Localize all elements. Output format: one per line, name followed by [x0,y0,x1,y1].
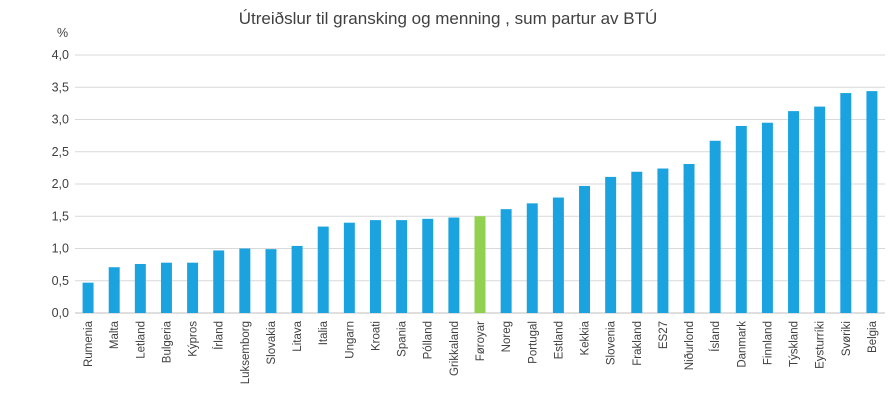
bar [213,250,225,313]
bar [605,176,617,313]
x-category-label: Spania [397,320,409,356]
y-axis-ticks: 0,0 0,5 1,0 1,5 2,0 2,5 3,0 3,5 4,0 [52,48,69,320]
x-category-label: Letland [135,321,147,359]
x-category-label: Litava [292,320,304,351]
bar [735,125,747,313]
bar [866,91,878,314]
x-category-label: Bulgeria [161,320,173,363]
x-category-label: Noreg [501,321,513,352]
x-category-label: Niðurlond [684,321,696,370]
x-category-label: Slovakia [266,320,278,364]
y-tick-label: 1,0 [52,242,69,256]
bar [108,267,120,313]
x-category-label: Portugal [527,321,539,364]
x-category-label: Írland [213,321,226,350]
bar [579,185,591,313]
bar [369,220,381,313]
bar [396,220,408,313]
x-category-label: Kekkia [580,320,592,355]
y-tick-label: 1,5 [52,209,69,223]
x-category-label: Eysturríki [815,321,827,369]
x-category-label: Finnland [762,321,774,365]
x-category-label: Malta [109,320,121,349]
bar [317,226,329,313]
bar [474,216,486,313]
x-category-label: Slovenia [606,320,618,365]
x-category-label: Ísland [709,321,722,352]
bar [631,171,643,313]
x-axis-category-labels: Rumenia Malta Letland Bulgeria Kýpros Írland L… [83,320,879,384]
x-category-label: Týskland [789,321,801,367]
x-category-label: Estland [553,321,565,359]
bar [761,122,773,313]
bar [160,262,172,313]
bar [683,164,695,313]
y-tick-label: 3,5 [52,80,69,94]
chart-title: Útreiðslur til gransking og menning , su… [239,9,658,28]
x-category-label: Grikkaland [449,321,461,376]
y-tick-label: 2,0 [52,177,69,191]
x-category-label: Rumenia [83,320,95,367]
x-category-label: Luksemborg [240,321,252,384]
bar [448,217,460,313]
y-axis-unit-label: % [57,26,68,40]
x-category-label: Pólland [423,321,435,359]
bar [422,218,434,313]
y-tick-label: 0,5 [52,274,69,288]
x-category-label: Kýpros [188,321,200,357]
x-category-label: Føroyar [475,321,487,361]
bar [82,282,94,313]
bar [788,111,800,314]
x-category-label: Svøriki [841,321,853,356]
y-tick-label: 4,0 [52,48,69,62]
bar [291,245,303,313]
bar [134,263,146,313]
bar [187,262,199,313]
bar [814,106,826,313]
bar [343,222,355,313]
bar [840,93,852,314]
x-category-label: Italia [318,320,330,345]
y-tick-label: 3,0 [52,113,69,127]
bar [552,197,564,313]
bar [657,168,669,313]
bar [239,248,251,313]
y-tick-label: 2,5 [52,145,69,159]
x-category-label: Kroati [370,321,382,351]
y-tick-label: 0,0 [52,306,69,320]
bar [709,140,721,313]
bar [500,209,512,313]
x-category-label: Danmark [736,321,748,368]
bars [82,91,878,314]
gridlines [75,54,885,314]
x-category-label: Belgia [867,320,879,353]
bar [265,249,277,313]
x-category-label: Ungarn [344,321,356,359]
bar [526,203,538,313]
x-category-label: ES27 [658,321,670,349]
x-category-label: Frakland [632,321,644,366]
